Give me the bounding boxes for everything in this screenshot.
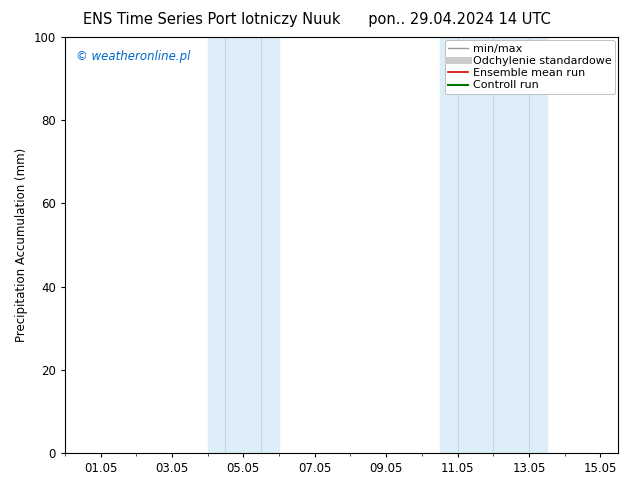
- Text: ENS Time Series Port lotniczy Nuuk      pon.. 29.04.2024 14 UTC: ENS Time Series Port lotniczy Nuuk pon..…: [83, 12, 551, 27]
- Legend: min/max, Odchylenie standardowe, Ensemble mean run, Controll run: min/max, Odchylenie standardowe, Ensembl…: [445, 41, 615, 94]
- Text: © weatheronline.pl: © weatheronline.pl: [76, 49, 190, 63]
- Bar: [439, 37, 547, 453]
- Bar: [207, 37, 279, 453]
- Y-axis label: Precipitation Accumulation (mm): Precipitation Accumulation (mm): [15, 148, 28, 342]
